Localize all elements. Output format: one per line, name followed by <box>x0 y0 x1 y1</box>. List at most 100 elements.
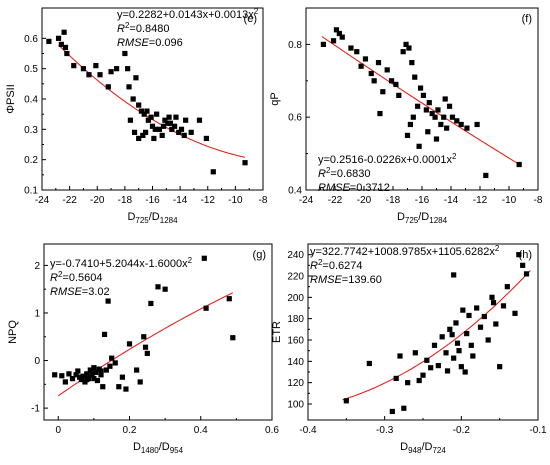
r-squared-sup: 2 <box>58 270 63 279</box>
data-point <box>166 114 172 120</box>
data-point <box>75 368 81 374</box>
data-point <box>152 126 158 132</box>
plot-frame <box>41 7 264 191</box>
data-point <box>108 69 114 75</box>
data-point <box>101 331 108 337</box>
x-tick-label: 0.2 <box>123 425 137 436</box>
data-point <box>458 121 464 128</box>
data-point <box>173 114 179 120</box>
x-axis-label-sub: 1284 <box>429 216 447 225</box>
data-point <box>112 360 118 366</box>
fit-equation: y=0.2516-0.0226x+0.0001x2 <box>318 152 457 166</box>
data-point <box>454 118 460 124</box>
y-axis-label: ΦPSII <box>5 84 17 114</box>
data-point <box>447 326 453 332</box>
x-tick-label: -12 <box>201 195 216 206</box>
y-axis-label: NPQ <box>7 320 19 344</box>
fit-equation-sup: 2 <box>254 7 259 16</box>
x-tick-label: -8 <box>259 195 268 206</box>
data-point <box>397 353 403 359</box>
data-point <box>86 72 92 78</box>
x-tick-label: -0.2 <box>453 425 471 436</box>
data-point <box>162 286 168 292</box>
data-point <box>405 380 411 386</box>
data-point <box>320 41 326 47</box>
y-tick-label: 180 <box>287 314 304 325</box>
x-axis-label-main: D <box>397 211 405 223</box>
data-point <box>490 300 497 306</box>
x-tick-label: -20 <box>90 195 105 206</box>
data-point <box>400 49 406 55</box>
data-point <box>362 56 369 62</box>
x-tick-label: -14 <box>173 195 188 206</box>
data-point <box>371 78 377 84</box>
fit-equation-sup: 2 <box>452 152 457 161</box>
data-point <box>407 121 413 128</box>
x-axis-label: D725/D1284 <box>127 211 178 225</box>
data-point <box>144 350 150 357</box>
x-tick-label: -0.1 <box>529 425 547 436</box>
data-point <box>196 117 203 123</box>
x-axis-label: D948/D724 <box>400 441 446 455</box>
data-point <box>446 103 453 109</box>
data-point <box>406 45 412 51</box>
data-point <box>134 367 140 373</box>
data-point <box>91 376 97 382</box>
data-point <box>119 374 125 380</box>
data-point <box>230 335 236 341</box>
x-axis-label-sep: /D <box>418 211 429 223</box>
data-point <box>154 111 160 117</box>
data-point <box>500 303 507 309</box>
panel-label: (g) <box>253 249 266 261</box>
panel-e: -24 -22 -20 -18 -16 -14 -12 -10 -8 0.1 0.2 0.3 0.4 0.… <box>5 7 268 225</box>
y-tick-label: 0.6 <box>24 34 38 45</box>
x-axis-label-sub: 1480 <box>141 446 159 455</box>
data-point <box>137 379 143 385</box>
data-point <box>348 45 354 51</box>
data-point <box>420 372 426 378</box>
x-axis-label-sub: 1284 <box>160 216 178 225</box>
x-axis-label: D725/D1284 <box>397 211 448 225</box>
x-axis-label-sep: /D <box>421 441 432 453</box>
data-point <box>172 123 178 129</box>
data-point <box>432 114 438 120</box>
data-point <box>453 320 459 326</box>
y-tick-label: 0 <box>34 356 40 367</box>
data-point <box>46 38 52 44</box>
data-point <box>103 367 109 373</box>
y-tick-label: 0.3 <box>24 125 38 136</box>
data-point <box>489 294 495 300</box>
rmse: RMSE=0.3712 <box>318 182 390 194</box>
data-point <box>84 371 90 377</box>
x-axis-label: D1480/D954 <box>133 441 184 455</box>
data-point <box>412 350 418 356</box>
data-point <box>354 49 360 55</box>
data-point <box>73 372 79 378</box>
data-point <box>91 365 97 371</box>
data-point <box>52 372 58 378</box>
data-point <box>424 357 430 363</box>
rmse-value: =0.3712 <box>350 182 390 194</box>
data-point <box>423 107 429 113</box>
fit-equation: y=322.7742+1008.9785x+1105.6282x2 <box>310 244 500 258</box>
x-tick-label: -24 <box>35 195 50 206</box>
y-tick-label: 140 <box>287 357 304 368</box>
x-tick-label: -12 <box>473 195 488 206</box>
r-squared-value: =0.6274 <box>322 260 362 272</box>
data-point <box>242 160 248 166</box>
data-point <box>142 129 149 135</box>
data-point <box>464 331 470 337</box>
data-point <box>93 369 99 376</box>
data-point <box>466 312 472 319</box>
data-point <box>55 35 62 41</box>
y-tick-label: 0.6 <box>288 113 302 124</box>
data-point <box>454 340 461 346</box>
x-axis-label-main: D <box>133 441 141 453</box>
x-tick-label: -10 <box>502 195 517 206</box>
data-point <box>449 332 455 338</box>
r-squared: R2=0.6830 <box>318 166 370 180</box>
r-squared-label: R <box>318 168 326 180</box>
rmse-value: =3.02 <box>82 286 110 298</box>
data-point <box>93 63 99 69</box>
